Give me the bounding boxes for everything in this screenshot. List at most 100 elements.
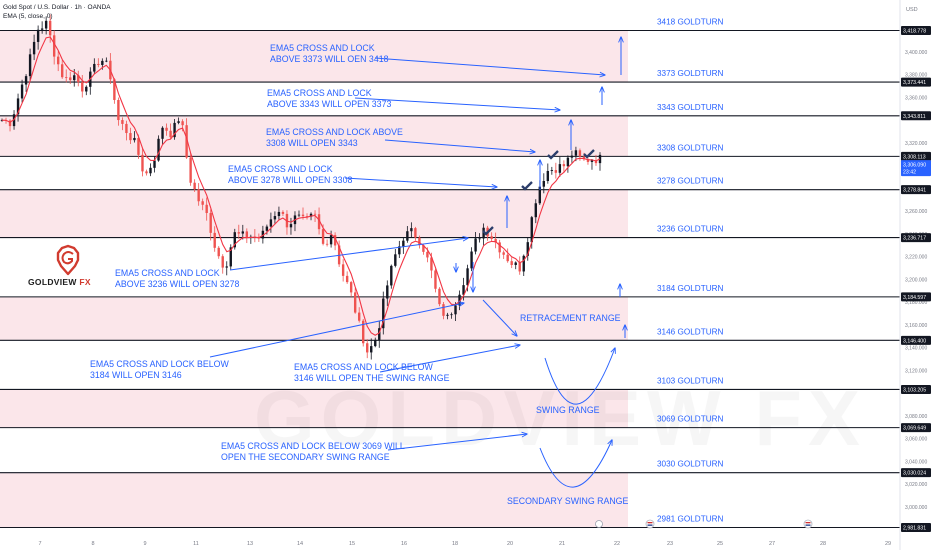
candle-body	[277, 211, 281, 217]
candle-body	[181, 121, 184, 126]
y-tick-label-0: 3,400.000	[905, 50, 927, 56]
brand-logo: GOLDVIEW FX	[28, 244, 108, 294]
note-secondary-range-line-0: SECONDARY SWING RANGE	[507, 496, 629, 506]
note-swing-line-0: EMA5 CROSS AND LOCK BELOW	[294, 362, 434, 372]
candle-body	[506, 254, 509, 262]
level-label-5: 3236 GOLDTURN	[657, 225, 724, 234]
symbol-title[interactable]: Gold Spot / U.S. Dollar · 1h · OANDA	[3, 4, 111, 11]
candle-body	[590, 160, 594, 162]
candle-body	[281, 211, 285, 214]
logo-icon	[56, 244, 80, 276]
candle-body	[197, 189, 200, 202]
price-box-11	[901, 523, 931, 532]
y-tick-label-2: 3,360.000	[905, 95, 927, 101]
candle-body	[52, 35, 56, 57]
candle-body	[77, 75, 80, 83]
price-box-3	[901, 151, 931, 161]
time-axis: 7 8 9 11 13 14 15 16 18 20 21 22 23 25 27 28 29	[38, 519, 891, 547]
candle-body	[189, 157, 192, 183]
y-tick-label-16: 3,000.000	[905, 505, 927, 511]
candle-body	[28, 54, 32, 77]
candle-body	[466, 268, 469, 286]
candle-body	[542, 181, 546, 187]
candle-body	[370, 346, 373, 353]
arrow-3343	[384, 139, 535, 152]
candle-body	[221, 256, 224, 268]
candle-body	[394, 254, 397, 266]
zone-band-5	[0, 472, 628, 528]
candle-body	[8, 120, 12, 127]
candle-body	[398, 246, 401, 255]
arrow-3146	[209, 303, 464, 358]
note-3146-line-0: EMA5 CROSS AND LOCK BELOW	[90, 359, 230, 369]
candle-body	[566, 157, 570, 167]
candle-body	[578, 150, 582, 157]
note-retracement-line-0: RETRACEMENT RANGE	[520, 313, 621, 323]
y-tick-label-6: 3,220.000	[905, 255, 927, 261]
indicator-legend[interactable]: EMA (5, close, 0)	[3, 13, 53, 20]
countdown-label: 23:42	[903, 170, 916, 176]
candle-body	[32, 41, 36, 55]
x-tick-label-6: 15	[349, 541, 355, 547]
note-3308-line-0: EMA5 CROSS AND LOCK	[228, 164, 333, 174]
candle-body	[209, 213, 212, 233]
candle-body	[333, 235, 337, 246]
price-box-label-10: 3,030.024	[903, 471, 926, 477]
zone-band-3	[0, 296, 628, 341]
note-3373-line-0: EMA5 CROSS AND LOCK	[267, 88, 372, 98]
candle-body	[185, 125, 188, 158]
price-box-label-2: 3,343.811	[903, 114, 926, 120]
x-tick-label-11: 22	[614, 541, 620, 547]
event-flag-0	[645, 519, 655, 529]
price-box-6	[901, 292, 931, 302]
goldturn-labels: 3418 GOLDTURN 3373 GOLDTURN 3343 GOLDTURN 3…	[657, 18, 724, 524]
candle-body	[16, 98, 20, 115]
logo-text: GOLDVIEW FX	[28, 277, 91, 287]
swing-curve	[544, 348, 615, 405]
candle-body	[442, 304, 445, 316]
secondary-swing-curve	[539, 440, 612, 488]
level-label-9: 3069 GOLDTURN	[657, 415, 724, 424]
goldturn-lines	[0, 29, 900, 529]
candle-body	[522, 255, 525, 272]
candle-body	[48, 20, 52, 36]
candle-body	[410, 228, 413, 232]
note-3343-line-0: EMA5 CROSS AND LOCK ABOVE	[266, 127, 403, 137]
event-flag-1	[803, 519, 813, 529]
x-tick-label-16: 29	[885, 541, 891, 547]
candle-body	[61, 64, 64, 78]
candle-body	[374, 339, 377, 347]
candle-body	[406, 231, 409, 241]
y-tick-label-11: 3,120.000	[905, 368, 927, 374]
price-axis: USD 3,400.000 3,380.000 3,360.000 3,320.000 3…	[899, 0, 932, 550]
candle-body	[574, 150, 578, 156]
x-tick-label-13: 25	[717, 541, 723, 547]
level-label-11: 2981 GOLDTURN	[657, 515, 724, 524]
arrow-3418	[374, 57, 605, 75]
event-flag-stripe-b-0	[647, 524, 653, 526]
zone-band-0	[0, 30, 628, 83]
candle-body	[498, 242, 501, 253]
candle-body	[117, 99, 120, 121]
event-flag-stripe-0	[647, 522, 653, 524]
candle-body	[20, 84, 24, 99]
level-label-7: 3146 GOLDTURN	[657, 327, 724, 336]
axis-unit: USD	[906, 7, 918, 13]
arrow-3278	[229, 238, 468, 271]
candle-body	[341, 264, 345, 276]
candle-body	[36, 29, 40, 42]
price-box-7	[901, 335, 931, 345]
candle-body	[297, 214, 301, 216]
candle-body	[73, 75, 76, 81]
candle-body	[534, 203, 537, 218]
event-flag-stripe-1	[805, 522, 811, 524]
arrow-swing	[379, 345, 520, 373]
candle-body	[434, 270, 437, 289]
checkmark-4	[583, 149, 595, 159]
candle-body	[40, 28, 44, 30]
y-tick-label-3: 3,320.000	[905, 141, 927, 147]
candle-body	[153, 160, 156, 168]
logo-name: GOLDVIEW	[28, 277, 77, 287]
price-box-label-11: 2,981.831	[903, 526, 926, 532]
